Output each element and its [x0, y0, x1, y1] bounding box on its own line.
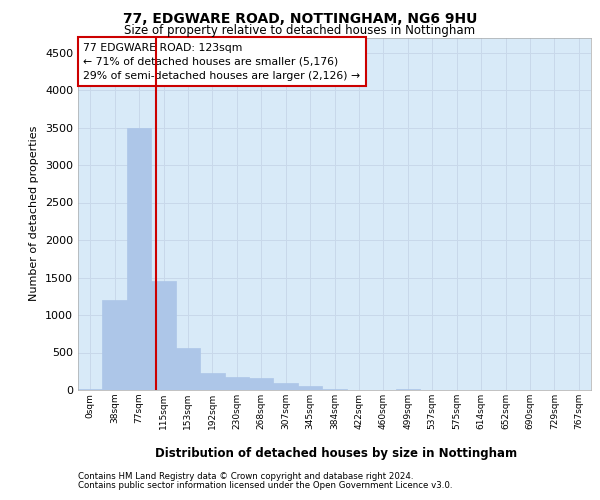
Text: Contains public sector information licensed under the Open Government Licence v3: Contains public sector information licen…	[78, 481, 452, 490]
Bar	[395, 389, 420, 390]
Bar	[200, 373, 224, 390]
Text: Distribution of detached houses by size in Nottingham: Distribution of detached houses by size …	[155, 448, 517, 460]
Bar	[176, 348, 200, 390]
Bar	[274, 382, 298, 390]
Text: Size of property relative to detached houses in Nottingham: Size of property relative to detached ho…	[124, 24, 476, 37]
Text: 77, EDGWARE ROAD, NOTTINGHAM, NG6 9HU: 77, EDGWARE ROAD, NOTTINGHAM, NG6 9HU	[123, 12, 477, 26]
Bar	[78, 389, 103, 390]
Bar	[151, 281, 176, 390]
Bar	[127, 128, 151, 390]
Bar	[249, 378, 274, 390]
Y-axis label: Number of detached properties: Number of detached properties	[29, 126, 40, 302]
Bar	[103, 300, 127, 390]
Bar	[322, 389, 347, 390]
Text: Contains HM Land Registry data © Crown copyright and database right 2024.: Contains HM Land Registry data © Crown c…	[78, 472, 413, 481]
Bar	[224, 377, 249, 390]
Text: 77 EDGWARE ROAD: 123sqm
← 71% of detached houses are smaller (5,176)
29% of semi: 77 EDGWARE ROAD: 123sqm ← 71% of detache…	[83, 43, 360, 81]
Bar	[298, 386, 322, 390]
